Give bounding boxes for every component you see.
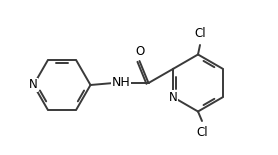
Text: Cl: Cl bbox=[194, 27, 206, 40]
Text: Cl: Cl bbox=[196, 126, 208, 139]
Text: O: O bbox=[135, 45, 144, 58]
Text: N: N bbox=[29, 78, 38, 91]
Text: NH: NH bbox=[112, 77, 130, 89]
Text: N: N bbox=[169, 91, 178, 104]
